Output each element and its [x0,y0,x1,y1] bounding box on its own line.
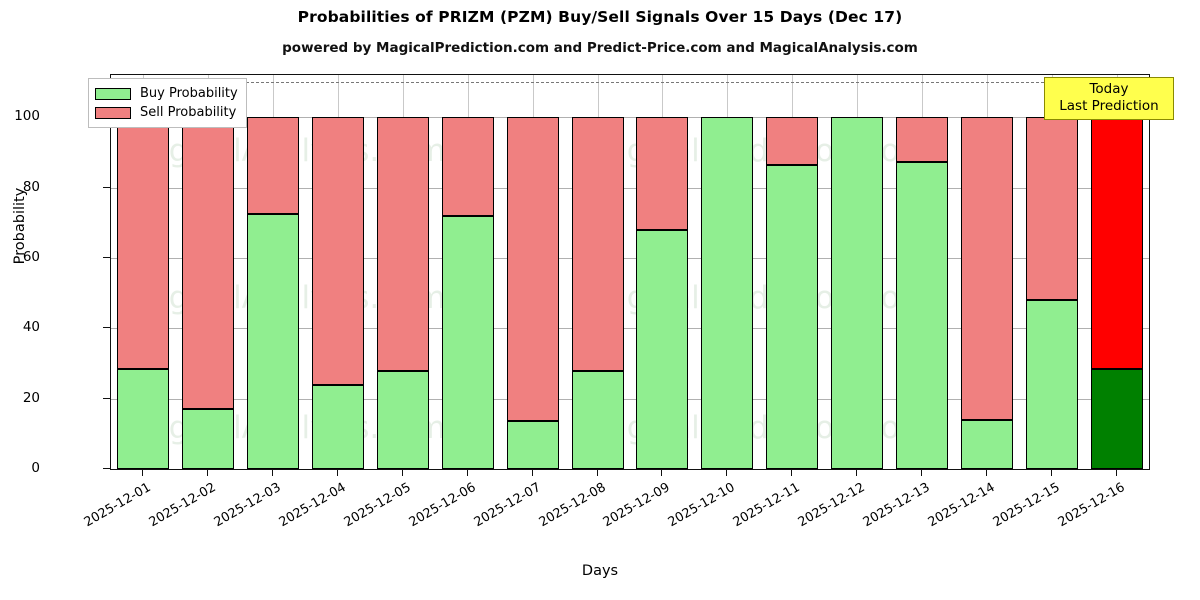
bar-group[interactable] [247,75,300,469]
bar-segment-buy[interactable] [636,229,689,469]
x-tick-mark [597,470,598,476]
today-annotation: Today Last Prediction [1044,77,1174,120]
chart-title: Probabilities of PRIZM (PZM) Buy/Sell Si… [297,8,903,26]
x-tick-mark [726,470,727,476]
bar-segment-sell[interactable] [247,117,300,214]
y-axis-label: Probability [12,187,28,265]
bar-segment-buy[interactable] [376,370,429,469]
gridline-horizontal [111,117,1149,119]
today-annotation-line-1: Today [1089,81,1129,97]
bar-segment-buy[interactable] [960,419,1013,469]
bar-segment-sell[interactable] [506,117,559,422]
x-tick-mark [467,470,468,476]
bar-segment-buy[interactable] [895,161,948,469]
y-tick-label: 80 [22,178,40,195]
gridline-horizontal [111,257,1149,259]
bar-segment-sell[interactable] [376,117,429,371]
bar-segment-sell[interactable] [117,117,170,370]
bar-segment-sell[interactable] [441,117,494,216]
bar-group[interactable] [766,75,819,469]
threshold-line [111,82,1149,84]
bar-segment-buy[interactable] [506,421,559,469]
x-tick-mark [921,470,922,476]
plot-area: MagicalAnalysis.comMagicalPrediction.com… [110,74,1150,470]
bar-group[interactable] [117,75,170,469]
gridline-horizontal [111,328,1149,330]
bar-segment-buy[interactable] [701,117,754,469]
x-tick-mark [272,470,273,476]
bar-group[interactable] [1090,75,1143,469]
bar-segment-sell[interactable] [182,117,235,410]
x-tick-mark [661,470,662,476]
bar-segment-buy[interactable] [831,117,883,469]
legend-label-buy: Buy Probability [140,86,238,101]
bar-segment-buy[interactable] [247,213,300,469]
bar-group[interactable] [506,75,559,469]
bar-group[interactable] [831,75,883,469]
legend-swatch-buy-icon [95,87,131,100]
bar-segment-sell[interactable] [960,117,1013,420]
y-tick-mark [103,468,110,469]
bar-group[interactable] [701,75,754,469]
x-tick-mark [532,470,533,476]
bar-group[interactable] [1025,75,1078,469]
x-tick-mark [856,470,857,476]
y-tick-label: 40 [22,319,40,336]
x-tick-mark [1116,470,1117,476]
bar-segment-sell[interactable] [766,117,819,166]
x-tick-mark [142,470,143,476]
bar-group[interactable] [960,75,1013,469]
legend-item-buy: Buy Probability [95,84,238,103]
x-tick-mark [791,470,792,476]
y-tick-label: 60 [22,248,40,265]
x-tick-mark [337,470,338,476]
legend-label-sell: Sell Probability [140,105,237,120]
bar-group[interactable] [441,75,494,469]
x-tick-mark [402,470,403,476]
bar-segment-buy[interactable] [117,369,170,469]
gridline-horizontal [111,187,1149,189]
bar-segment-sell[interactable] [571,117,624,371]
today-annotation-line-2: Last Prediction [1059,98,1159,114]
bar-group[interactable] [376,75,429,469]
bar-segment-sell[interactable] [1025,117,1078,301]
x-tick-mark [986,470,987,476]
x-tick-mark [207,470,208,476]
bar-segment-sell[interactable] [312,117,364,385]
y-tick-label: 100 [14,108,40,125]
bar-group[interactable] [636,75,689,469]
bar-segment-buy[interactable] [182,409,235,469]
y-tick-mark [103,186,110,188]
chart-subtitle: powered by MagicalPrediction.com and Pre… [282,40,918,56]
bar-segment-buy[interactable] [766,165,819,469]
x-tick-mark [1051,470,1052,476]
y-tick-label: 20 [22,389,40,406]
bar-segment-sell[interactable] [1090,117,1143,370]
y-tick-mark [103,327,110,329]
bar-segment-sell[interactable] [636,117,689,230]
bar-segment-buy[interactable] [1025,300,1078,469]
y-tick-mark [103,256,110,258]
x-axis-label: Days [581,563,619,579]
bar-group[interactable] [182,75,235,469]
bar-segment-buy[interactable] [571,370,624,469]
bar-segment-sell[interactable] [895,117,948,162]
y-tick-mark [103,397,110,399]
legend-swatch-sell-icon [95,106,131,119]
bar-group[interactable] [895,75,948,469]
y-tick-label: 0 [31,460,40,476]
bar-segment-buy[interactable] [312,384,364,469]
legend-item-sell: Sell Probability [95,103,238,122]
chart-legend: Buy Probability Sell Probability [88,78,247,128]
bar-group[interactable] [312,75,364,469]
bar-group[interactable] [571,75,624,469]
bar-segment-buy[interactable] [441,215,494,469]
gridline-horizontal [111,398,1149,400]
bar-segment-buy[interactable] [1090,369,1143,469]
gridline-horizontal [111,469,1149,470]
